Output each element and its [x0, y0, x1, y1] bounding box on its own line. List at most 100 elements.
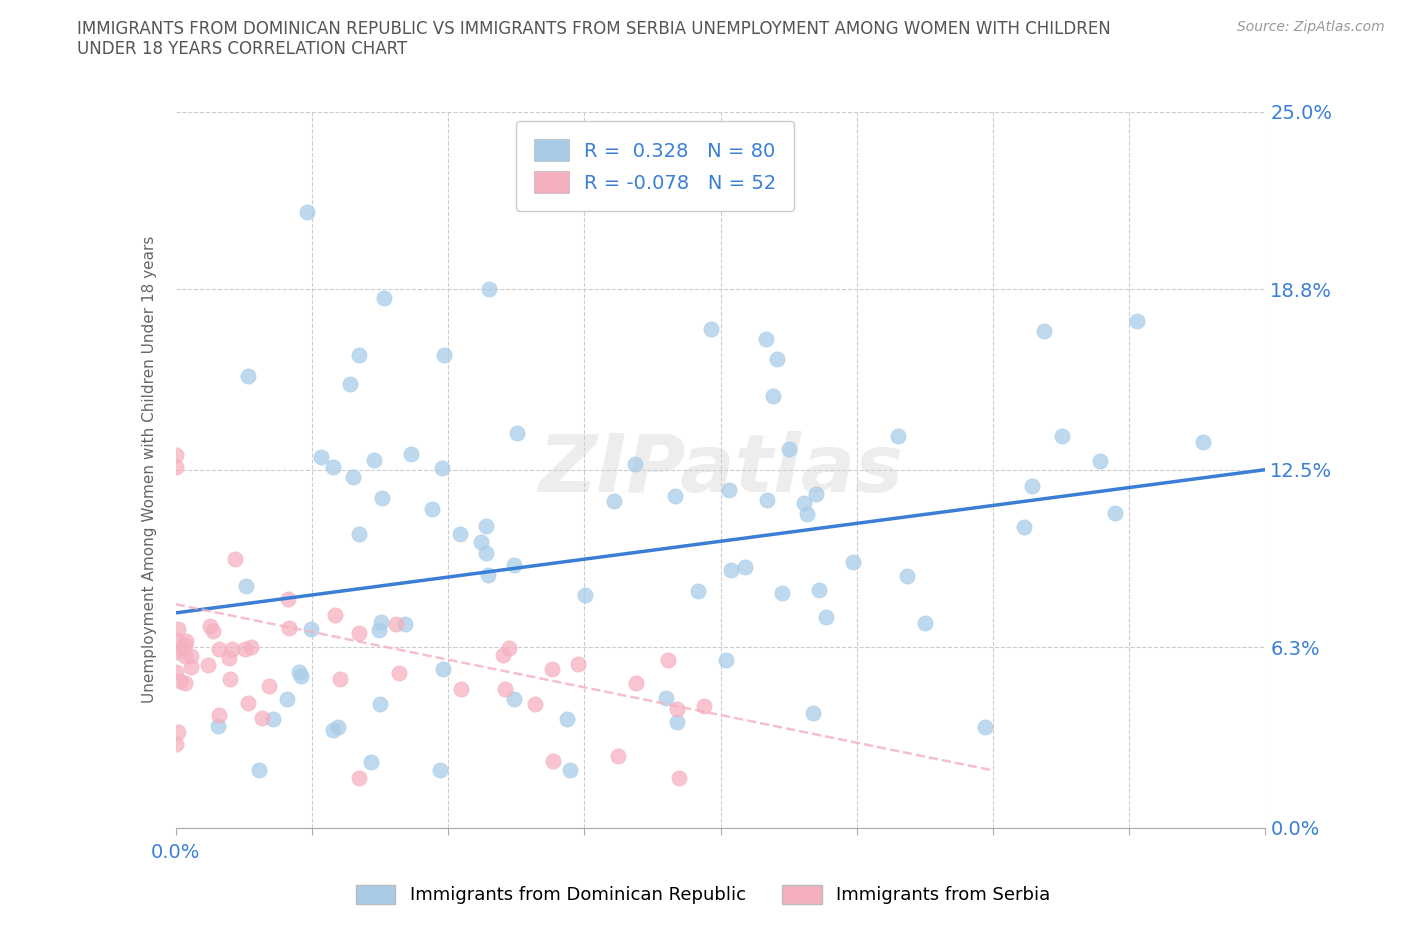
Point — [896, 569, 918, 584]
Point — [363, 453, 385, 468]
Point — [277, 591, 299, 606]
Point — [250, 711, 273, 725]
Point — [567, 657, 589, 671]
Text: Source: ZipAtlas.com: Source: ZipAtlas.com — [1237, 20, 1385, 34]
Point — [387, 666, 409, 681]
Point — [664, 488, 686, 503]
Point — [607, 749, 630, 764]
Point — [494, 682, 516, 697]
Point — [169, 674, 191, 689]
Point — [347, 626, 370, 641]
Point — [262, 712, 284, 727]
Point — [655, 690, 678, 705]
Point — [219, 671, 242, 686]
Point — [322, 723, 344, 737]
Point — [373, 290, 395, 305]
Point — [399, 446, 422, 461]
Point — [224, 551, 246, 566]
Point — [208, 708, 231, 723]
Point — [165, 644, 187, 659]
Point — [796, 507, 818, 522]
Point — [165, 664, 187, 679]
Point — [257, 678, 280, 693]
Point — [165, 632, 187, 647]
Point — [299, 622, 322, 637]
Point — [370, 615, 392, 630]
Point — [808, 582, 831, 597]
Text: 0.0%: 0.0% — [150, 844, 201, 862]
Point — [470, 535, 492, 550]
Point — [278, 620, 301, 635]
Point — [347, 348, 370, 363]
Point — [432, 661, 454, 676]
Point — [762, 389, 785, 404]
Point — [420, 502, 443, 517]
Point — [322, 459, 344, 474]
Point — [290, 669, 312, 684]
Point — [165, 737, 187, 751]
Point — [170, 641, 193, 656]
Point — [309, 450, 332, 465]
Point — [801, 706, 824, 721]
Point — [478, 282, 501, 297]
Point — [197, 658, 219, 672]
Point — [716, 653, 738, 668]
Point — [450, 682, 472, 697]
Point — [1104, 505, 1126, 520]
Point — [208, 642, 231, 657]
Point — [165, 448, 187, 463]
Point — [974, 720, 997, 735]
Point — [174, 633, 197, 648]
Point — [165, 459, 187, 474]
Point — [502, 557, 524, 572]
Point — [815, 609, 838, 624]
Point — [1088, 453, 1111, 468]
Point — [734, 560, 756, 575]
Legend: Immigrants from Dominican Republic, Immigrants from Serbia: Immigrants from Dominican Republic, Immi… — [349, 878, 1057, 911]
Point — [1192, 434, 1215, 449]
Point — [574, 588, 596, 603]
Point — [233, 642, 256, 657]
Point — [668, 771, 690, 786]
Text: IMMIGRANTS FROM DOMINICAN REPUBLIC VS IMMIGRANTS FROM SERBIA UNEMPLOYMENT AMONG : IMMIGRANTS FROM DOMINICAN REPUBLIC VS IM… — [77, 20, 1111, 38]
Point — [323, 607, 346, 622]
Point — [475, 545, 498, 560]
Point — [756, 493, 779, 508]
Point — [236, 696, 259, 711]
Point — [555, 711, 578, 726]
Point — [778, 442, 800, 457]
Point — [430, 460, 453, 475]
Point — [498, 641, 520, 656]
Point — [371, 490, 394, 505]
Text: ZIPatlas: ZIPatlas — [538, 431, 903, 509]
Point — [180, 659, 202, 674]
Point — [180, 648, 202, 663]
Point — [541, 661, 564, 676]
Point — [167, 724, 190, 739]
Point — [914, 616, 936, 631]
Point — [558, 763, 581, 777]
Point — [166, 621, 188, 636]
Point — [342, 470, 364, 485]
Point — [368, 622, 391, 637]
Point — [295, 205, 318, 219]
Point — [433, 348, 456, 363]
Point — [765, 352, 787, 366]
Point — [328, 720, 350, 735]
Point — [804, 486, 827, 501]
Point — [339, 377, 361, 392]
Point — [793, 496, 815, 511]
Point — [686, 583, 709, 598]
Point — [887, 429, 910, 444]
Point — [360, 754, 382, 769]
Point — [475, 518, 498, 533]
Point — [603, 494, 626, 509]
Point — [755, 331, 778, 346]
Point — [347, 526, 370, 541]
Point — [523, 697, 546, 711]
Point — [770, 586, 793, 601]
Point — [236, 369, 259, 384]
Point — [502, 691, 524, 706]
Y-axis label: Unemployment Among Women with Children Under 18 years: Unemployment Among Women with Children U… — [142, 236, 157, 703]
Legend: R =  0.328   N = 80, R = -0.078   N = 52: R = 0.328 N = 80, R = -0.078 N = 52 — [516, 121, 794, 211]
